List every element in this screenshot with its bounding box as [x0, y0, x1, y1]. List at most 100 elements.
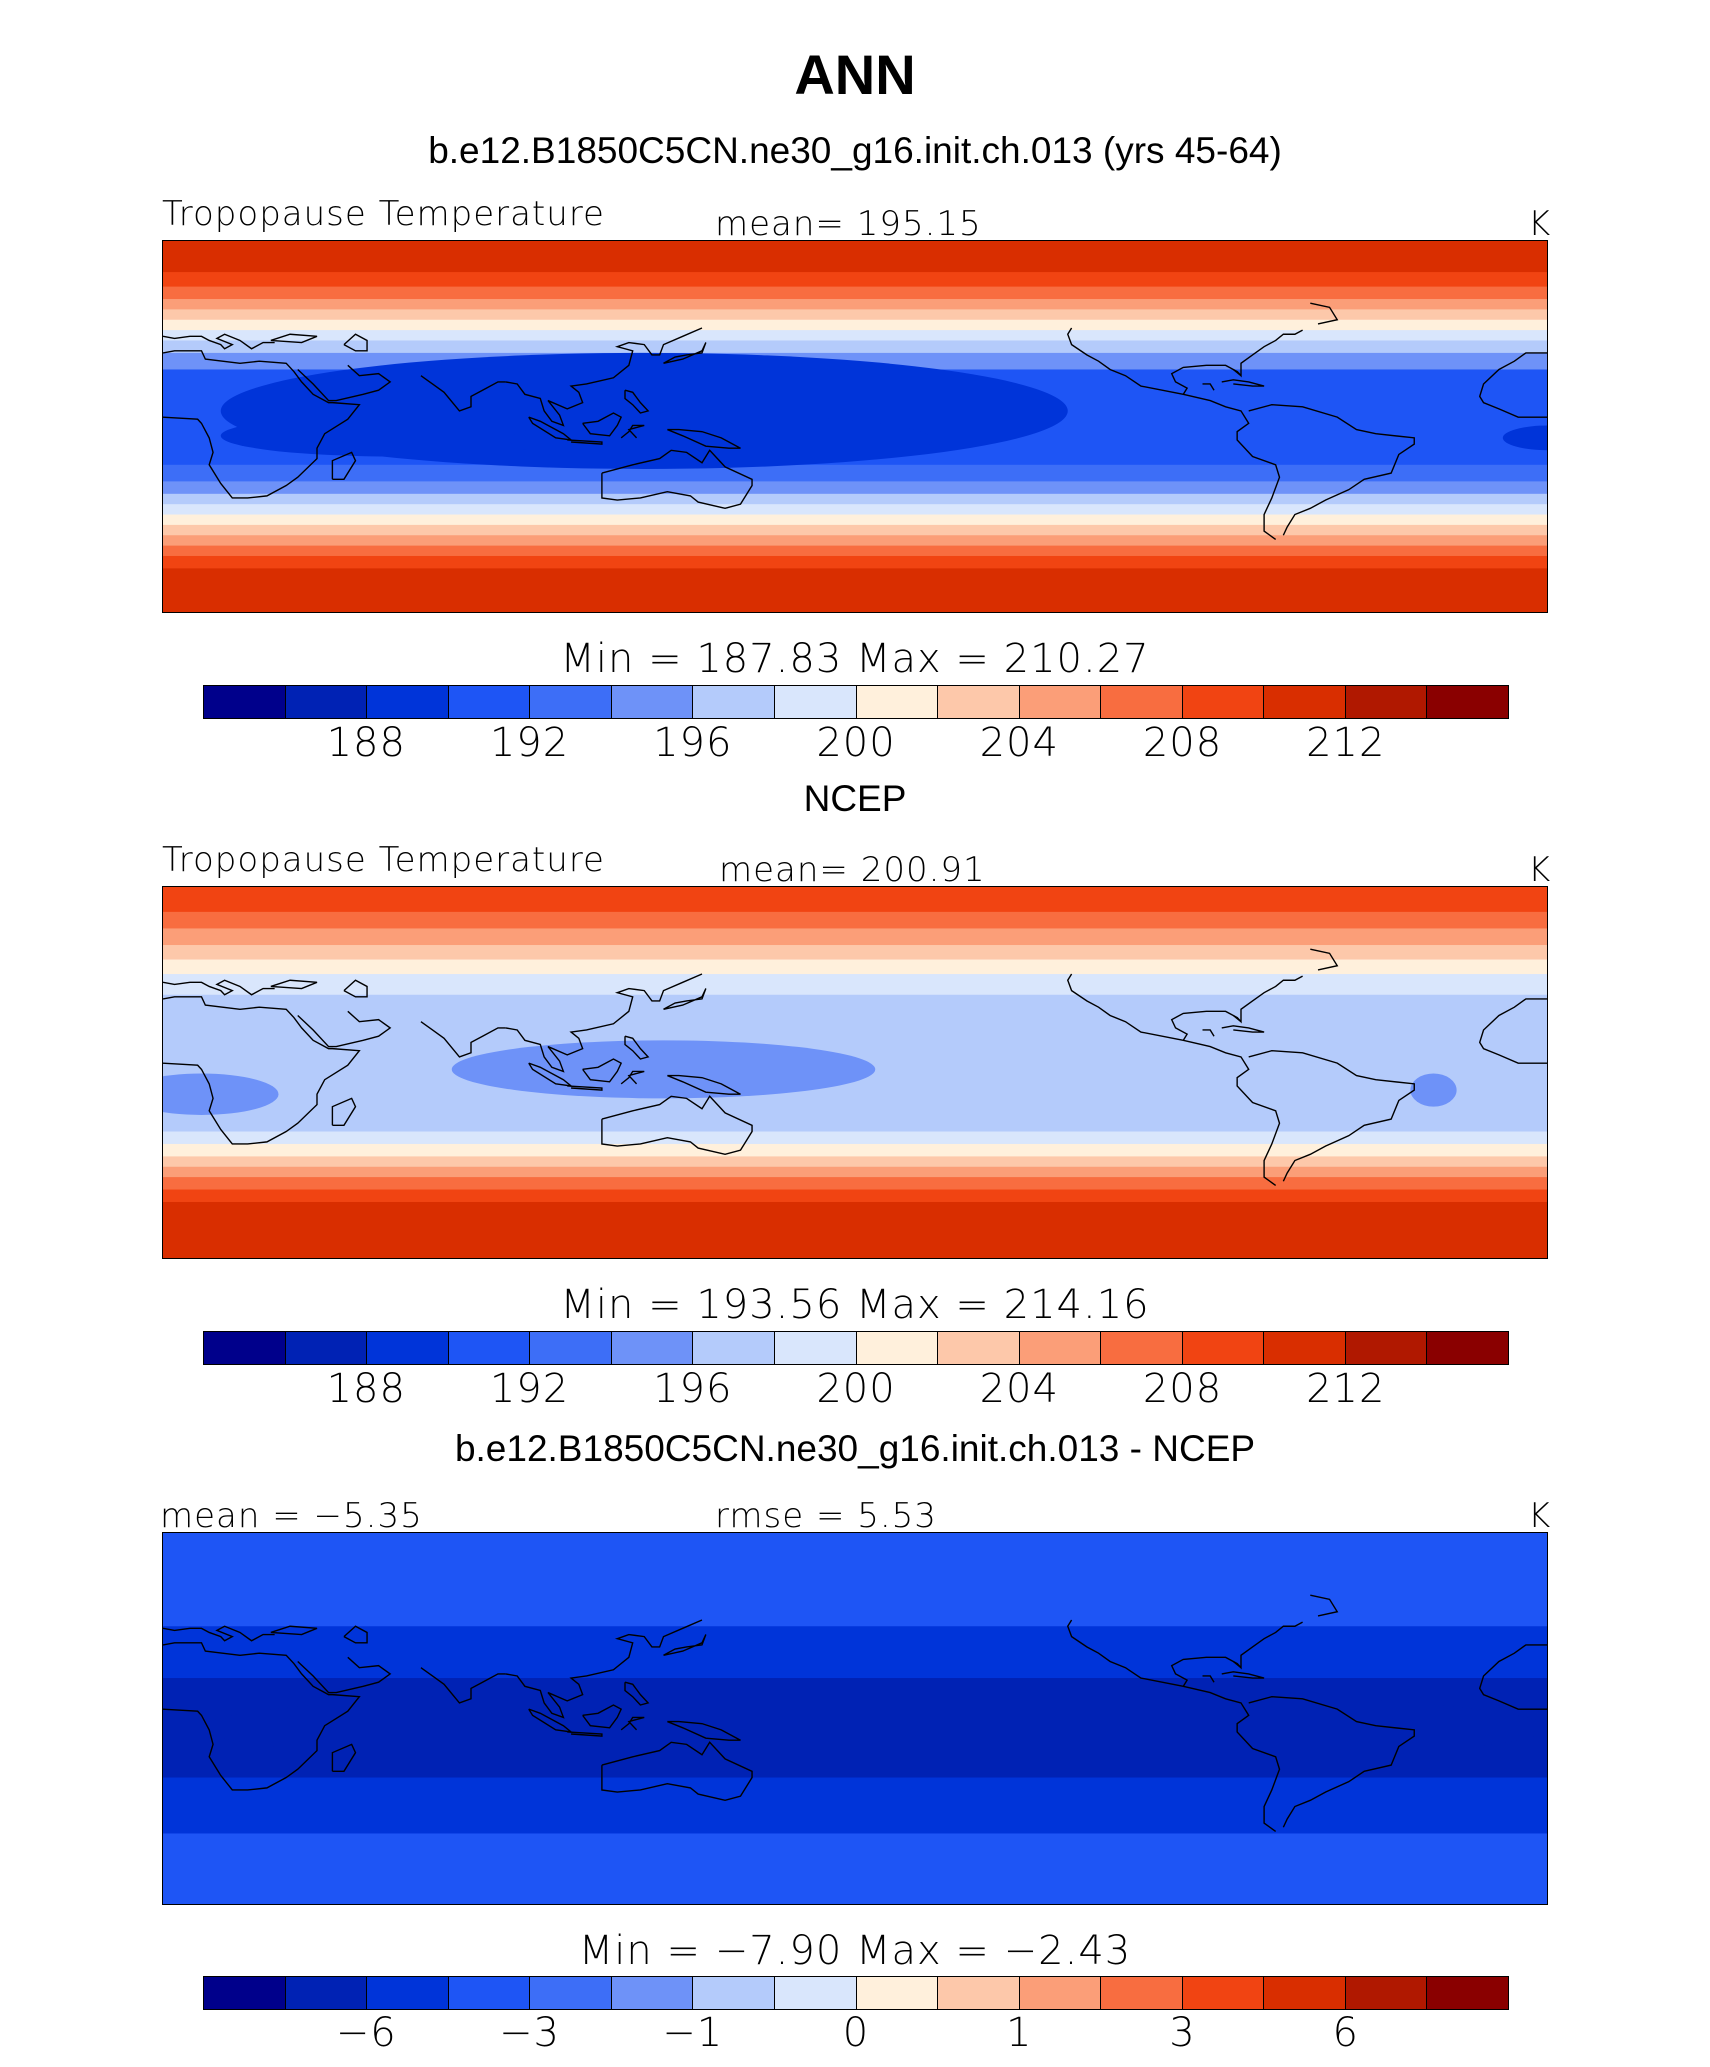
coastline: [1232, 1014, 1242, 1023]
coastline: [1232, 368, 1242, 377]
colorbar-swatch: [1182, 1977, 1265, 2009]
colorbar-swatch: [1264, 1332, 1346, 1364]
coastline: [1066, 327, 1281, 540]
coastline: [663, 988, 707, 1010]
coastline: [1066, 1619, 1281, 1832]
colorbar-swatch: [938, 1977, 1020, 2009]
coastline: [620, 424, 645, 439]
coastline: [1248, 403, 1415, 536]
panel-rmse-label-diff: rmse = 5.53: [715, 1496, 937, 1536]
colorbar-tick-label: 200: [816, 1366, 896, 1412]
panel-mean-label-diff: mean = −5.35: [160, 1496, 423, 1536]
colorbar-swatch: [774, 1332, 857, 1364]
colorbar-swatch: [1264, 1977, 1346, 2009]
contour-band: [163, 1189, 1547, 1203]
colorbar-swatch: [448, 1977, 531, 2009]
colorbar-tick-label: 212: [1306, 1366, 1386, 1412]
colorbar-swatch: [1264, 686, 1346, 718]
panel-mean-label-model: mean= 195.15: [715, 204, 982, 244]
contour-band: [163, 286, 1547, 300]
coastline: [270, 333, 318, 344]
coastline: [331, 1097, 357, 1127]
contour-band: [163, 1143, 1547, 1157]
coastline: [420, 1667, 506, 1704]
contour-minimum: [163, 1073, 279, 1115]
coastline: [163, 996, 361, 1145]
panel-heading-diff: b.e12.B1850C5CN.ne30_g16.init.ch.013 - N…: [454, 1428, 1256, 1469]
colorbar-swatch: [448, 686, 531, 718]
contour-band: [163, 945, 1547, 961]
colorbar-tick-label: −3: [499, 2010, 560, 2056]
contour-band: [163, 545, 1547, 557]
contour-band: [163, 1131, 1547, 1145]
contour-band: [163, 974, 1547, 996]
coastline: [1066, 973, 1281, 1186]
panel-heading-obs: NCEP: [803, 778, 907, 819]
contour-band: [163, 1833, 1547, 1904]
coastline: [1310, 1594, 1339, 1617]
coastline: [163, 1642, 361, 1791]
colorbar-swatch: [367, 1332, 449, 1364]
coastline: [620, 1070, 645, 1085]
contour-band: [163, 1166, 1547, 1178]
colorbar-diff: [203, 1976, 1509, 2010]
coastline: [667, 428, 741, 449]
coastline: [663, 342, 707, 364]
coastline: [1221, 1025, 1265, 1033]
colorbar-tick-label: −1: [662, 2010, 724, 2056]
colorbar-swatch: [204, 686, 286, 718]
colorbar-swatch: [448, 1332, 531, 1364]
coastline: [567, 439, 603, 445]
coastline: [297, 364, 392, 402]
coastline: [601, 1095, 753, 1156]
contour-band: [163, 319, 1547, 331]
colorbar-swatch: [285, 686, 368, 718]
coastline: [1310, 948, 1339, 971]
contour-band: [163, 241, 1547, 273]
coastline: [343, 1625, 368, 1644]
coastline: [1478, 352, 1547, 418]
colorbar-swatch: [1345, 686, 1428, 718]
colorbar-tick-label: 200: [816, 720, 896, 766]
panel-units-diff: K: [1528, 1496, 1552, 1536]
figure-title: ANN: [794, 43, 916, 106]
colorbar-tick-label: 188: [326, 720, 406, 766]
contour-band: [163, 959, 1547, 975]
coastline: [163, 333, 275, 350]
coastline: [270, 1625, 318, 1636]
colorbar-swatch: [774, 1977, 857, 2009]
panel-mean-label-obs: mean= 200.91: [719, 850, 986, 890]
map-panel-obs: [162, 886, 1548, 1259]
contour-band: [163, 1177, 1547, 1191]
minmax-label-obs: Min = 193.56 Max = 214.16: [560, 1282, 1150, 1328]
coastline: [505, 973, 703, 1073]
contour-minimum: [1410, 1073, 1457, 1107]
panel-units-obs: K: [1528, 850, 1552, 890]
panel-units-model: K: [1528, 204, 1552, 244]
colorbar-swatch: [611, 686, 694, 718]
colorbar-tick-label: 204: [979, 1366, 1059, 1412]
coastline: [1221, 379, 1265, 387]
contour-band: [163, 340, 1547, 354]
colorbar-swatch: [856, 1332, 939, 1364]
contour-minimum: [220, 415, 568, 457]
colorbar-swatch: [1427, 1332, 1508, 1364]
contour-band: [163, 514, 1547, 526]
colorbar-obs: [203, 1331, 1509, 1365]
map-panel-diff: [162, 1532, 1548, 1905]
colorbar-swatch: [1182, 1332, 1265, 1364]
colorbar-swatch: [856, 1977, 939, 2009]
coastline: [1248, 1049, 1415, 1182]
coastline: [1202, 383, 1215, 391]
coastline: [582, 1704, 623, 1729]
coastline: [624, 389, 650, 414]
contour-band: [163, 1201, 1547, 1258]
contour-band: [163, 524, 1547, 536]
coastline: [601, 449, 753, 510]
contour-band: [163, 299, 1547, 310]
coastline: [420, 1021, 506, 1058]
panel-variable-label-obs: Tropopause Temperature: [162, 840, 605, 880]
colorbar-swatch: [938, 686, 1020, 718]
contour-minimum: [201, 1686, 1547, 1770]
colorbar-tick-label: −6: [335, 2010, 397, 2056]
